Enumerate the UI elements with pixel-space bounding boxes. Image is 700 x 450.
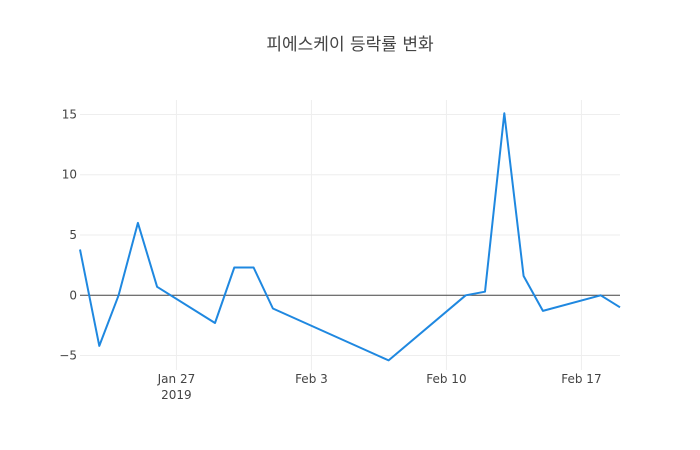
x-tick-label: Feb 17 bbox=[561, 372, 601, 386]
series-line bbox=[79, 112, 621, 362]
y-tick-label: 0 bbox=[69, 288, 77, 302]
chart-title: 피에스케이 등락률 변화 bbox=[266, 35, 434, 55]
series-layer bbox=[79, 112, 621, 362]
x-tick-sublabel: 2019 bbox=[161, 388, 192, 402]
y-axis-ticks: −5 0 5 10 15 bbox=[59, 107, 77, 362]
grid bbox=[80, 100, 620, 370]
y-tick-label: 10 bbox=[62, 168, 77, 182]
y-tick-label: 15 bbox=[62, 107, 77, 121]
x-tick-label: Feb 10 bbox=[426, 372, 466, 386]
x-tick-label: Jan 27 bbox=[157, 372, 196, 386]
x-tick-label: Feb 3 bbox=[295, 372, 328, 386]
x-axis-ticks: Jan 27 2019 Feb 3 Feb 10 Feb 17 bbox=[157, 372, 602, 402]
y-tick-label: −5 bbox=[59, 349, 77, 363]
y-tick-label: 5 bbox=[69, 228, 77, 242]
